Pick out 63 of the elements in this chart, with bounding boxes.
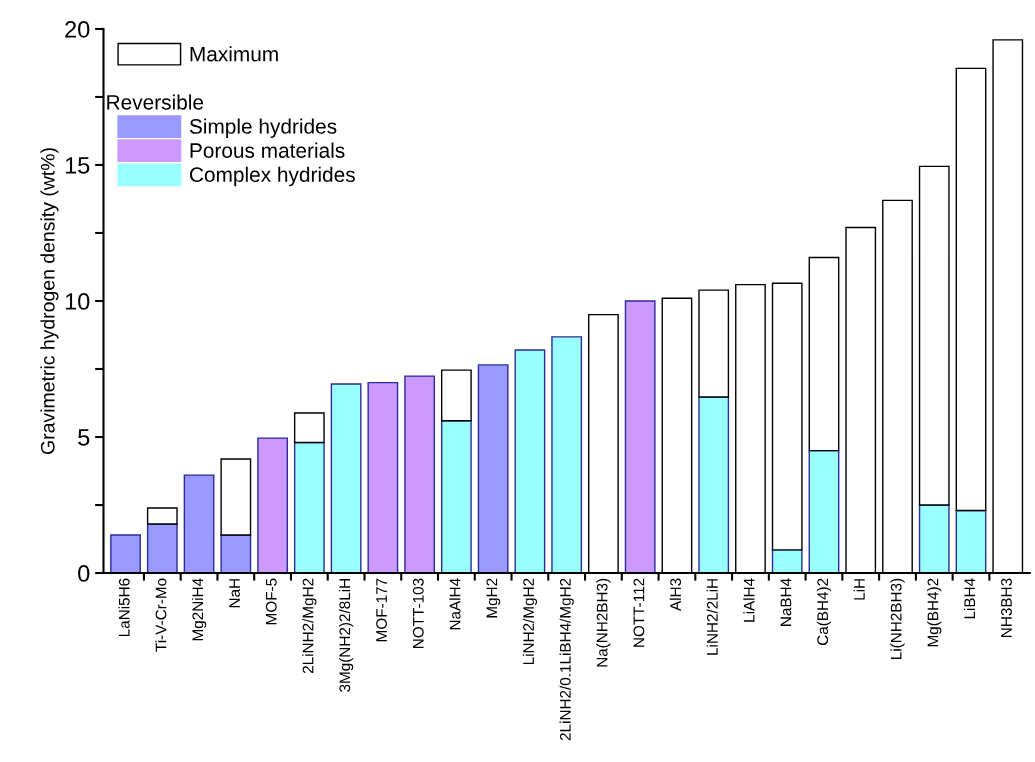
x-tick-label: Ti-V-Cr-Mo: [155, 578, 167, 652]
x-tick-label: Mg2NiH4: [191, 578, 207, 641]
x-tick-label: LiNH2/MgH2: [522, 578, 538, 665]
bar: [257, 437, 288, 574]
x-tick-label: LaNi5H6: [118, 578, 130, 637]
legend-label: Simple hydrides: [189, 118, 337, 138]
y-tick-label: 10: [65, 293, 90, 310]
x-tick-label: NH3BH3: [1001, 578, 1012, 637]
bar: [110, 534, 141, 574]
bar: [404, 375, 436, 574]
x-tick-label: 3Mg(NH2)2/8LiH: [338, 579, 354, 692]
bar: [330, 383, 362, 574]
bar: [220, 534, 252, 574]
bar: [808, 256, 840, 452]
x-tick-label: 2LiNH2/0.1LiBH4/MgH2: [559, 578, 574, 741]
y-tick-label: 20: [65, 21, 90, 38]
x-tick-label: Ca(BH4)2: [816, 578, 832, 646]
bar: [440, 369, 472, 422]
legend-title: Reversible: [107, 94, 204, 110]
x-tick-label: LiH: [853, 579, 865, 600]
bar: [771, 282, 803, 551]
bar: [440, 419, 472, 574]
x-tick-label: NaBH4: [780, 578, 792, 626]
bar: [367, 381, 399, 574]
x-tick-label: MOF-177: [376, 578, 387, 642]
x-tick-label: LiBH4: [963, 578, 975, 619]
x-tick-label: AlH3: [669, 578, 682, 611]
bar: [808, 449, 840, 574]
bar: [918, 165, 950, 506]
bar: [293, 441, 325, 574]
x-tick-label: NaH: [229, 579, 240, 608]
legend-label: Porous materials: [190, 142, 345, 158]
bar: [146, 523, 178, 574]
x-tick-label: Mg(BH4)2: [927, 578, 942, 647]
bar: [477, 364, 509, 574]
x-tick-label: NOTT-103: [412, 578, 424, 648]
y-tick-label: 5: [78, 429, 90, 446]
y-tick-label: 15: [65, 157, 90, 174]
x-tick-label: LiAlH4: [743, 578, 755, 622]
x-tick-label: Na(NH2BH3): [596, 578, 611, 667]
bar: [624, 300, 656, 574]
x-tick-label: Li(NH2BH3): [890, 578, 905, 659]
bar: [514, 349, 546, 574]
bar: [293, 412, 325, 444]
y-tick-label: 0: [78, 565, 90, 582]
bar: [698, 396, 730, 574]
x-tick-label: MOF-5: [265, 578, 277, 625]
bar: [183, 474, 215, 574]
x-tick-label: NaAlH4: [449, 578, 461, 630]
legend-label: Complex hydrides: [189, 166, 355, 187]
bar: [955, 509, 987, 574]
x-tick-label: MgH2: [486, 578, 501, 618]
y-axis-title: Gravimetric hydrogen density (wt%): [40, 148, 59, 454]
bar: [955, 67, 987, 512]
bar: [220, 458, 252, 536]
bar: [551, 336, 583, 574]
legend-label: Maximum: [190, 46, 278, 62]
x-tick-label: LiNH2/2LiH: [706, 579, 718, 655]
x-tick-label: NOTT-112: [633, 578, 645, 647]
x-tick-label: 2LiNH2/MgH2: [302, 578, 317, 674]
bar: [146, 507, 178, 525]
bar: [918, 504, 950, 574]
bar: [698, 289, 730, 398]
